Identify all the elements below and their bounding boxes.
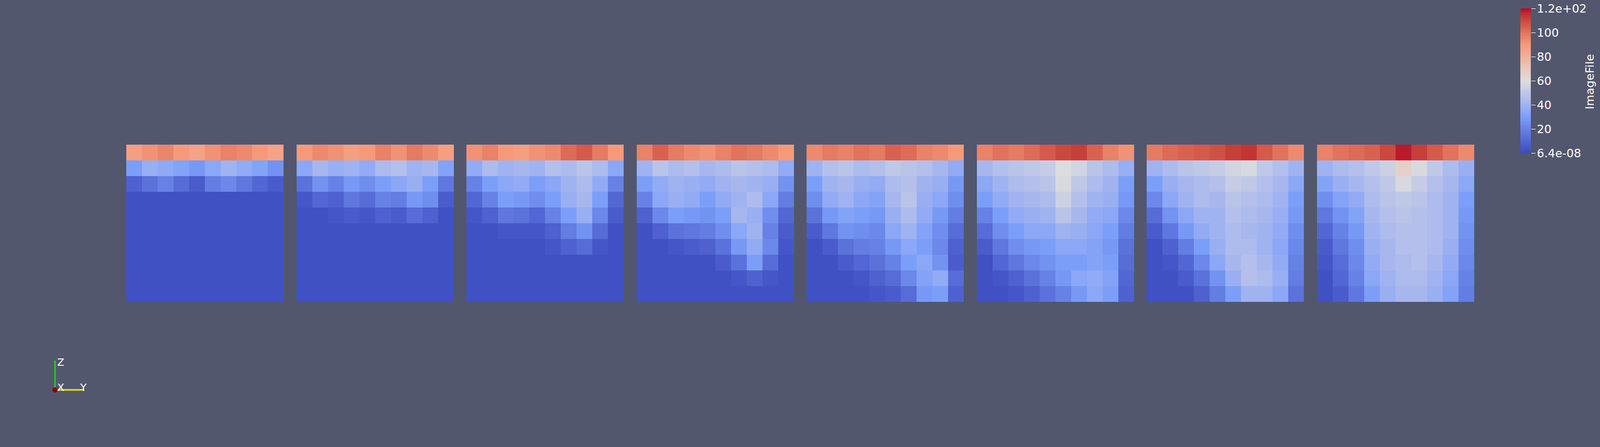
svg-text:40: 40 (1537, 98, 1552, 112)
svg-text:X: X (57, 381, 65, 394)
svg-text:Z: Z (57, 355, 65, 369)
html-text:ImageFile: ImageFile (1582, 54, 1597, 110)
svg-text:20: 20 (1537, 122, 1552, 136)
svg-text:80: 80 (1537, 50, 1552, 64)
svg-text:6.4e-08: 6.4e-08 (1537, 146, 1582, 160)
svg-text:1.2e+02: 1.2e+02 (1537, 2, 1587, 16)
svg-text:Y: Y (79, 381, 87, 394)
svg-text:100: 100 (1537, 26, 1560, 40)
svg-text:60: 60 (1537, 74, 1552, 88)
